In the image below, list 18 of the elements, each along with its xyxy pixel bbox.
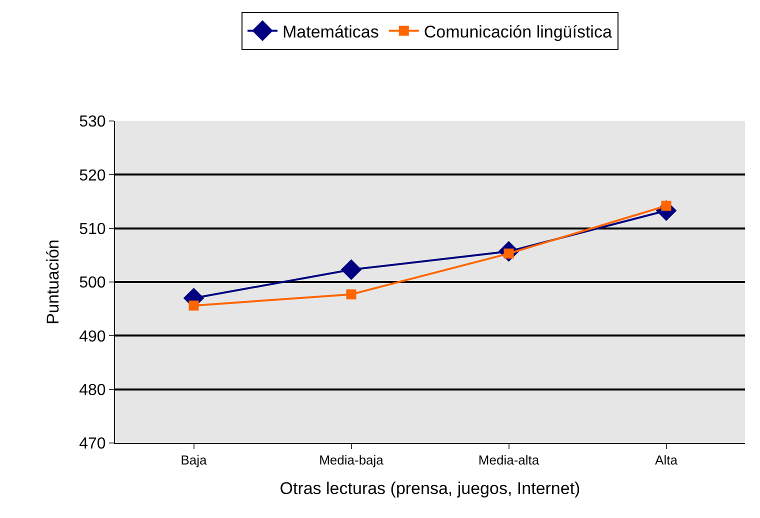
x-tick-label: Media-alta: [478, 452, 540, 468]
x-tick-label: Alta: [655, 452, 678, 468]
x-tick-label: Baja: [180, 452, 208, 468]
y-tick-label: 470: [79, 436, 106, 453]
y-tick-label: 480: [79, 382, 106, 399]
point: [340, 259, 362, 280]
legend-label: Matemáticas: [282, 22, 379, 42]
x-axis-title: Otras lecturas (prensa, juegos, Internet): [280, 479, 580, 498]
point: [346, 289, 356, 300]
y-tick-label: 520: [79, 167, 106, 184]
y-tick-label: 510: [79, 220, 106, 238]
y-tick-label: 500: [79, 274, 106, 292]
legend-label: Comunicación lingüística: [424, 22, 612, 42]
point: [188, 300, 199, 311]
y-tick-label: 490: [79, 328, 106, 346]
y-axis-title: Puntuación: [44, 239, 63, 325]
x-tick-label: Media-baja: [319, 452, 384, 468]
y-tick-label: 530: [79, 114, 106, 131]
